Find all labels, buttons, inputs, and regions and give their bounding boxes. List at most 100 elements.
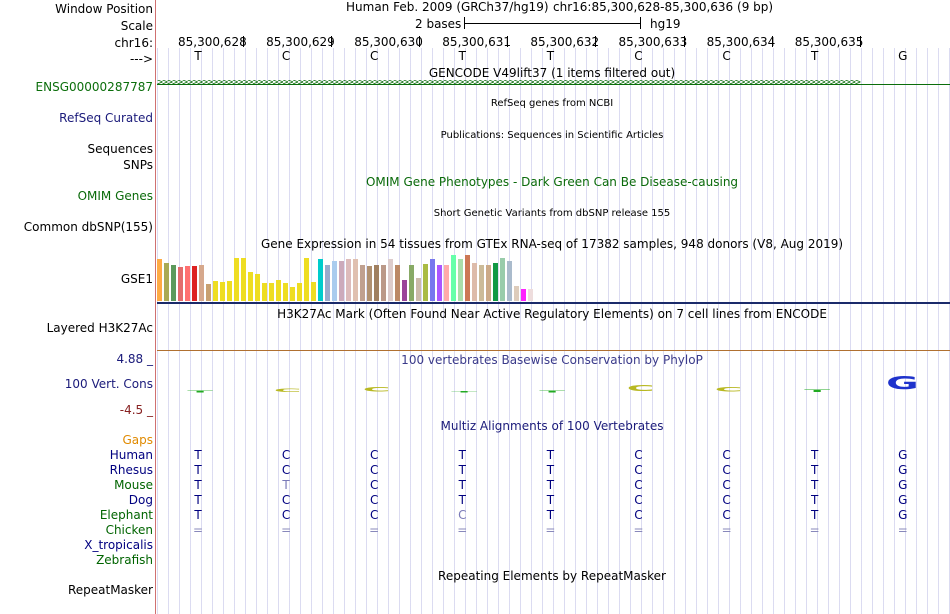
gtex-tissue-bar[interactable] — [500, 258, 505, 301]
gtex-tissue-bar[interactable] — [360, 265, 365, 301]
gse1-track-label[interactable]: GSE1 — [120, 272, 153, 286]
cons-track-label[interactable]: 100 Vert. Cons — [64, 377, 153, 391]
alignment-base: T — [546, 493, 555, 507]
gtex-tissue-bar[interactable] — [521, 289, 526, 301]
gtex-tissue-bar[interactable] — [241, 258, 246, 301]
alignment-base: C — [634, 478, 643, 492]
gtex-expression-bars[interactable] — [157, 253, 537, 301]
gtex-tissue-bar[interactable] — [297, 283, 302, 301]
gtex-tissue-bar[interactable] — [234, 258, 239, 301]
gtex-tissue-bar[interactable] — [493, 263, 498, 301]
alignment-base: T — [811, 448, 819, 462]
alignment-base: T — [811, 508, 819, 522]
alignment-base: T — [458, 478, 466, 492]
refseq-track-label[interactable]: RefSeq Curated — [59, 111, 153, 125]
snps-track-label[interactable]: SNPs — [123, 158, 153, 172]
gtex-tissue-bar[interactable] — [276, 280, 281, 301]
ruler-position-label: 85,300,628 — [178, 35, 247, 49]
alignment-base: T — [811, 478, 819, 492]
gtex-tissue-bar[interactable] — [381, 265, 386, 301]
gtex-tissue-bar[interactable] — [430, 259, 435, 301]
ruler-tick — [683, 36, 685, 47]
gtex-tissue-bar[interactable] — [353, 259, 358, 301]
alignment-base: C — [722, 478, 731, 492]
gtex-tissue-bar[interactable] — [199, 265, 204, 301]
gtex-tissue-bar[interactable] — [507, 261, 512, 301]
gtex-tissue-bar[interactable] — [472, 263, 477, 301]
alignment-base: C — [281, 493, 291, 507]
gtex-tissue-bar[interactable] — [157, 259, 162, 301]
gtex-tissue-bar[interactable] — [444, 265, 449, 301]
gtex-tissue-bar[interactable] — [255, 274, 260, 301]
gtex-tissue-bar[interactable] — [479, 265, 484, 301]
phylop-logo-letter: T — [451, 391, 478, 394]
chrom-label: chr16: — [114, 36, 153, 50]
gtex-tissue-bar[interactable] — [325, 265, 330, 301]
gtex-tissue-bar[interactable] — [192, 266, 197, 301]
gtex-tissue-bar[interactable] — [486, 265, 491, 301]
gencode-gene-feature[interactable]: >>>>>>>>>>>>>>>>>>>>>>>>>>>>>>>>>>>>>>>>… — [157, 80, 950, 90]
gtex-tissue-bar[interactable] — [164, 263, 169, 301]
gtex-tissue-bar[interactable] — [367, 266, 372, 301]
phylop-logo-letter: G — [886, 373, 920, 394]
assembly-title: Human Feb. 2009 (GRCh37/hg19) — [346, 0, 549, 14]
alignment-base: = — [809, 523, 820, 537]
gtex-tissue-bar[interactable] — [395, 265, 400, 301]
alignment-base: T — [546, 508, 555, 522]
phylop-logo-letter: C — [274, 388, 302, 394]
ruler-tick — [419, 36, 421, 47]
gtex-tissue-bar[interactable] — [262, 283, 267, 301]
gtex-tissue-bar[interactable] — [458, 259, 463, 301]
alignment-base: = — [369, 523, 380, 537]
gtex-tissue-bar[interactable] — [332, 261, 337, 301]
gtex-tissue-bar[interactable] — [451, 255, 456, 301]
gtex-tissue-bar[interactable] — [304, 258, 309, 301]
gtex-tissue-bar[interactable] — [220, 282, 225, 301]
gtex-tissue-bar[interactable] — [374, 265, 379, 301]
alignment-base: C — [281, 508, 291, 522]
gtex-tissue-bar[interactable] — [171, 265, 176, 301]
gtex-tissue-bar[interactable] — [227, 281, 232, 301]
gtex-tissue-bar[interactable] — [206, 284, 211, 301]
alignment-base: T — [546, 478, 555, 492]
phylop-logo-letter: T — [187, 390, 213, 394]
gtex-tissue-bar[interactable] — [185, 266, 190, 301]
ruler-tick — [859, 36, 861, 47]
gtex-tissue-bar[interactable] — [318, 259, 323, 301]
gtex-tissue-bar[interactable] — [290, 287, 295, 301]
alignment-base: T — [811, 493, 819, 507]
omim-track-label[interactable]: OMIM Genes — [77, 189, 153, 203]
gtex-tissue-bar[interactable] — [178, 267, 183, 301]
alignment-base: C — [634, 493, 643, 507]
dbsnp-track-label[interactable]: Common dbSNP(155) — [23, 220, 153, 234]
gtex-tissue-bar[interactable] — [402, 280, 407, 301]
gtex-tissue-bar[interactable] — [416, 278, 421, 301]
ruler-position-label: 85,300,629 — [266, 35, 335, 49]
ruler-tick — [771, 36, 773, 47]
gtex-tissue-bar[interactable] — [423, 264, 428, 301]
alignment-base: G — [898, 493, 908, 507]
gtex-tissue-bar[interactable] — [388, 259, 393, 301]
gtex-tissue-bar[interactable] — [248, 272, 253, 301]
gtex-tissue-bar[interactable] — [409, 265, 414, 301]
gtex-tissue-bar[interactable] — [311, 282, 316, 301]
h3k27ac-track-label[interactable]: Layered H3K27Ac — [46, 321, 153, 335]
gencode-gene-label[interactable]: ENSG00000287787 — [35, 80, 153, 94]
alignment-base: T — [458, 463, 466, 477]
gtex-tissue-bar[interactable] — [465, 255, 470, 301]
alignment-base: = — [633, 523, 644, 537]
species-human-label: Human — [109, 448, 153, 462]
gtex-tissue-bar[interactable] — [514, 286, 519, 301]
repeatmasker-track-label[interactable]: RepeatMasker — [67, 583, 153, 597]
gtex-tissue-bar[interactable] — [437, 265, 442, 301]
gtex-tissue-bar[interactable] — [339, 261, 344, 301]
gtex-tissue-bar[interactable] — [283, 283, 288, 301]
alignment-base: = — [281, 523, 292, 537]
alignment-base: = — [192, 523, 204, 537]
alignment-base: C — [369, 448, 379, 462]
gtex-tissue-bar[interactable] — [213, 281, 218, 301]
sequences-track-label[interactable]: Sequences — [87, 142, 153, 156]
gtex-tissue-bar[interactable] — [528, 289, 533, 301]
gtex-tissue-bar[interactable] — [346, 259, 351, 301]
gtex-tissue-bar[interactable] — [269, 283, 274, 301]
